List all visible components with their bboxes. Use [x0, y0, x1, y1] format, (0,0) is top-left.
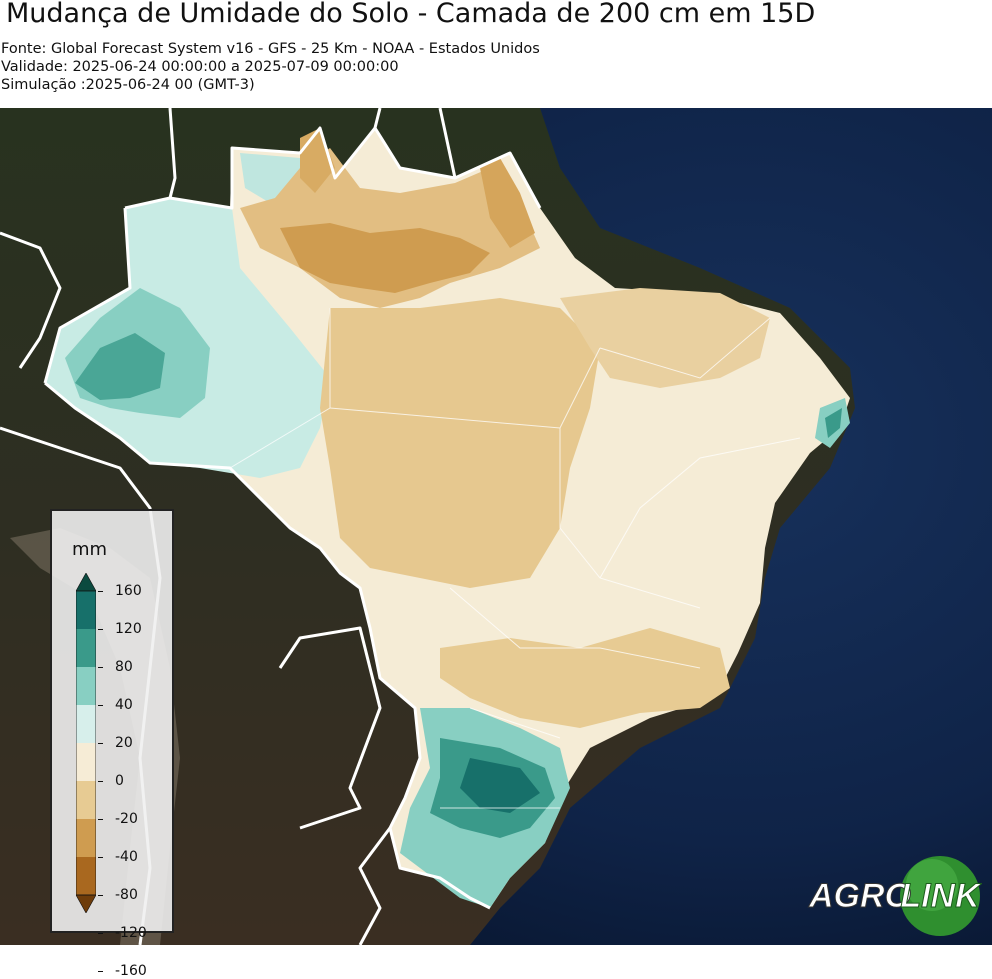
colorbar-segment [76, 857, 96, 896]
region-brown-north-peak [480, 158, 535, 248]
colorbar [76, 573, 96, 913]
colorbar-segment [76, 705, 96, 744]
colorbar-tick-mark [98, 857, 103, 858]
colorbar-tick-label: -40 [115, 849, 138, 865]
colorbar-tick-mark [98, 743, 103, 744]
region-tan-central [320, 298, 600, 588]
map-title: Mudança de Umidade do Solo - Camada de 2… [6, 0, 816, 29]
colorbar-tick-mark [98, 629, 103, 630]
colorbar-tick-label: -80 [115, 887, 138, 903]
colorbar-tick-mark [98, 667, 103, 668]
colorbar-segment [76, 629, 96, 668]
region-teal-ne-coast-dark [825, 408, 842, 438]
agrolink-logo: AGRO LINK [808, 856, 982, 936]
logo-agro-text: AGRO [808, 877, 911, 915]
colorbar-tick-mark [98, 781, 103, 782]
source-line: Fonte: Global Forecast System v16 - GFS … [1, 41, 540, 57]
colorbar-extend-top [76, 573, 96, 592]
colorbar-tick-label: -120 [115, 925, 147, 941]
colorbar-segment [76, 781, 96, 820]
region-teal-south-dark [460, 758, 540, 813]
validity-line: Validade: 2025-06-24 00:00:00 a 2025-07-… [1, 59, 399, 75]
map-metadata: Fonte: Global Forecast System v16 - GFS … [1, 40, 540, 94]
colorbar-tick-mark [98, 933, 103, 934]
colorbar-tick-label: 40 [115, 697, 133, 713]
colorbar-tick-label: 80 [115, 659, 133, 675]
colorbar-segment [76, 819, 96, 858]
colorbar-tick-mark [98, 971, 103, 972]
colorbar-tick-mark [98, 895, 103, 896]
simulation-line: Simulação :2025-06-24 00 (GMT-3) [1, 77, 255, 93]
colorbar-legend: mm 160 120 80 40 20 0 -20 -40 -80 -120 -160 [50, 509, 174, 979]
logo-link-text: LINK [900, 877, 982, 915]
colorbar-tick-label: 120 [115, 621, 142, 637]
colorbar-extend-bottom [76, 894, 96, 913]
colorbar-tick-label: 0 [115, 773, 124, 789]
colorbar-segment [76, 591, 96, 630]
colorbar-segment [76, 667, 96, 706]
region-tan-south [440, 628, 730, 728]
colorbar-tick-label: -20 [115, 811, 138, 827]
colorbar-tick-mark [98, 819, 103, 820]
colorbar-tick-label: -160 [115, 963, 147, 979]
region-teal-west-dark [75, 333, 165, 400]
colorbar-tick-label: 20 [115, 735, 133, 751]
colorbar-tick-mark [98, 591, 103, 592]
colorbar-tick-mark [98, 705, 103, 706]
state-borders [229, 308, 801, 809]
colorbar-tick-label: 160 [115, 583, 142, 599]
colorbar-segment [76, 743, 96, 782]
legend-unit: mm [72, 539, 108, 560]
colorbar-frame [76, 590, 96, 896]
region-brown-north-mid [280, 223, 490, 293]
